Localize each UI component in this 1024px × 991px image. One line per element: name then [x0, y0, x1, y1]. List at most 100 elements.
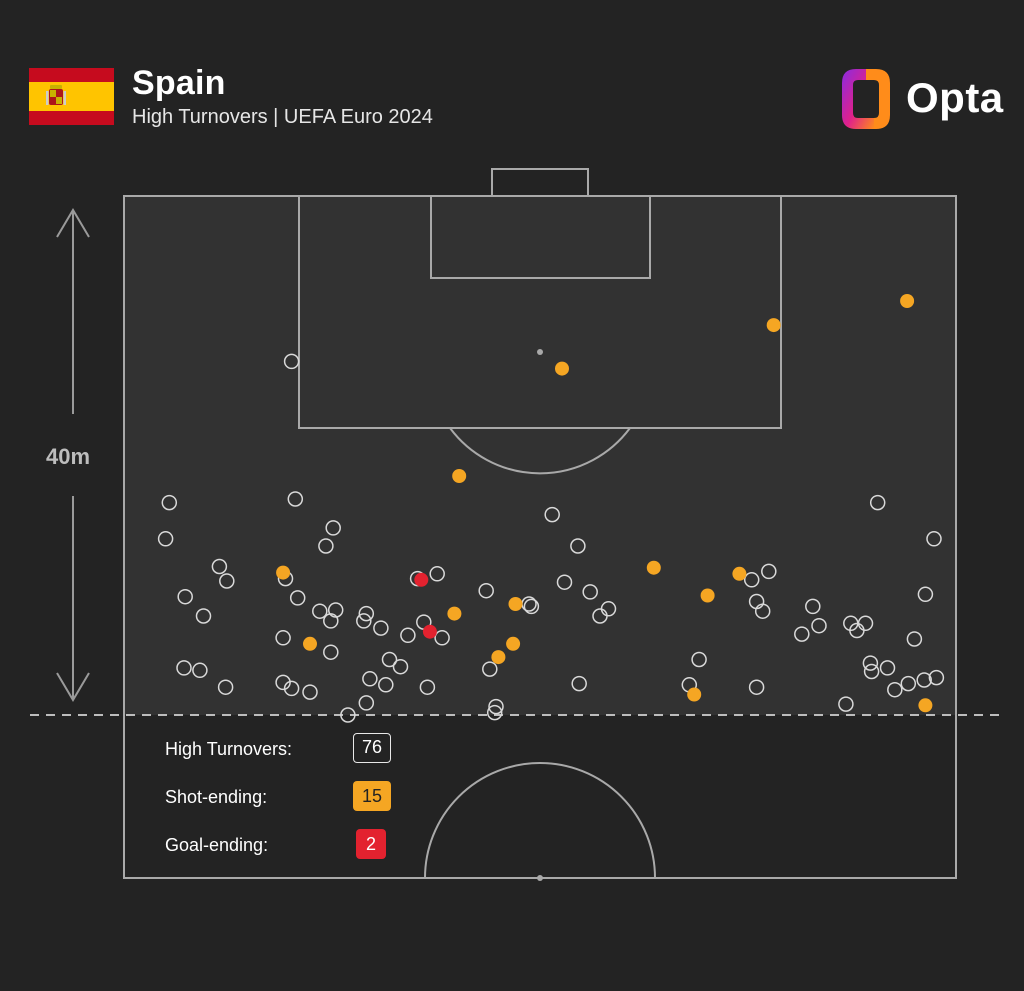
page-title: Spain: [132, 64, 226, 102]
turnover-point: [323, 613, 339, 629]
turnover-point: [838, 696, 854, 712]
legend-badge-shot-ending: 15: [353, 781, 391, 811]
shot-ending-point: [700, 588, 715, 603]
turnover-point: [794, 626, 810, 642]
turnover-point: [325, 520, 341, 536]
turnover-point: [887, 681, 903, 698]
opta-logo-text: Opta: [906, 74, 1004, 121]
shot-ending-point: [646, 560, 661, 575]
goal-ending-point: [414, 572, 429, 587]
legend-badge-goal-ending: 2: [356, 829, 386, 859]
turnover-point: [862, 655, 879, 671]
turnover-point: [378, 677, 394, 693]
penalty-arc: [449, 427, 631, 475]
shot-ending-point: [900, 294, 915, 308]
turnover-point: [805, 598, 821, 615]
turnover-point: [289, 590, 306, 606]
shot-ending-point: [452, 469, 467, 483]
turnover-point: [157, 531, 174, 547]
turnover-point: [217, 679, 234, 695]
turnover-point: [486, 704, 503, 721]
turnover-point: [195, 608, 212, 624]
header: Spain High Turnovers | UEFA Euro 2024 Op…: [0, 0, 1024, 150]
turnover-point: [544, 506, 560, 523]
turnover-point: [916, 672, 932, 688]
turnover-point: [192, 662, 208, 679]
turnover-point: [302, 684, 318, 700]
shot-ending-point: [303, 636, 317, 651]
turnover-point: [928, 669, 945, 686]
six-yard-box: [430, 195, 651, 279]
turnover-point: [582, 584, 598, 600]
shot-ending-point: [687, 687, 702, 702]
goal-ending-point: [422, 624, 437, 639]
turnover-point: [482, 661, 498, 677]
shot-ending-point: [447, 606, 462, 621]
turnover-point: [917, 586, 934, 603]
turnover-point: [177, 588, 193, 605]
turnover-point: [275, 630, 291, 646]
turnover-point: [287, 491, 304, 507]
shot-ending-point: [555, 361, 569, 376]
legend-label-high-turnovers: High Turnovers:: [165, 739, 293, 759]
turnover-point: [419, 679, 436, 695]
turnover-point: [323, 644, 339, 660]
turnover-point: [318, 538, 334, 554]
center-spot: [537, 875, 543, 881]
turnover-point: [356, 613, 372, 629]
turnover-points: [157, 294, 945, 723]
scale-label: 40m: [46, 444, 91, 469]
legend-label-goal-ending: Goal-ending:: [165, 835, 269, 855]
turnover-point: [879, 660, 896, 676]
turnover-point: [358, 605, 375, 622]
turnover-point: [570, 538, 586, 554]
page-subtitle: High Turnovers | UEFA Euro 2024: [132, 106, 433, 128]
turnover-point: [275, 674, 291, 691]
turnover-point: [523, 598, 540, 615]
turnover-point: [869, 494, 886, 511]
turnover-point: [362, 671, 378, 687]
turnover-point: [176, 660, 192, 676]
opta-logo-mark-icon: [842, 69, 890, 129]
turnover-point: [381, 651, 398, 668]
shot-ending-point: [491, 650, 506, 665]
turnover-point: [340, 707, 356, 723]
pitch-attacking-zone: [124, 196, 956, 715]
turnover-point: [358, 695, 375, 711]
turnover-point: [283, 680, 300, 697]
turnover-point: [556, 574, 573, 590]
spain-flag-icon: [29, 68, 114, 125]
turnover-point: [429, 566, 445, 582]
turnover-point: [161, 494, 178, 511]
shot-ending-point: [508, 597, 523, 611]
turnover-point: [434, 630, 450, 646]
shot-ending-point: [506, 636, 521, 651]
turnover-point: [219, 573, 235, 589]
legend-badge-high-turnovers: 76: [353, 733, 391, 763]
center-circle: [424, 762, 656, 879]
shot-ending-point: [766, 318, 781, 333]
turnover-point: [211, 558, 228, 575]
scale-arrow-icon: [56, 208, 90, 702]
shot-ending-point: [918, 698, 933, 713]
turnover-point: [811, 617, 827, 634]
turnover-point: [761, 563, 777, 580]
turnover-point: [478, 582, 494, 599]
shot-ending-point: [732, 566, 747, 581]
turnover-point: [906, 631, 923, 647]
turnover-point: [283, 353, 300, 370]
turnover-point: [743, 572, 760, 588]
opta-logo: Opta: [838, 66, 1008, 132]
turnover-point: [373, 620, 389, 636]
penalty-spot: [537, 349, 543, 355]
turnover-point: [863, 663, 880, 680]
turnover-point: [691, 651, 707, 668]
legend-label-shot-ending: Shot-ending:: [165, 787, 268, 807]
turnover-point: [312, 603, 328, 619]
shot-ending-point: [276, 565, 291, 580]
goal: [491, 168, 589, 197]
turnover-point: [600, 601, 617, 617]
turnover-point: [571, 675, 587, 692]
turnover-point: [900, 675, 917, 692]
